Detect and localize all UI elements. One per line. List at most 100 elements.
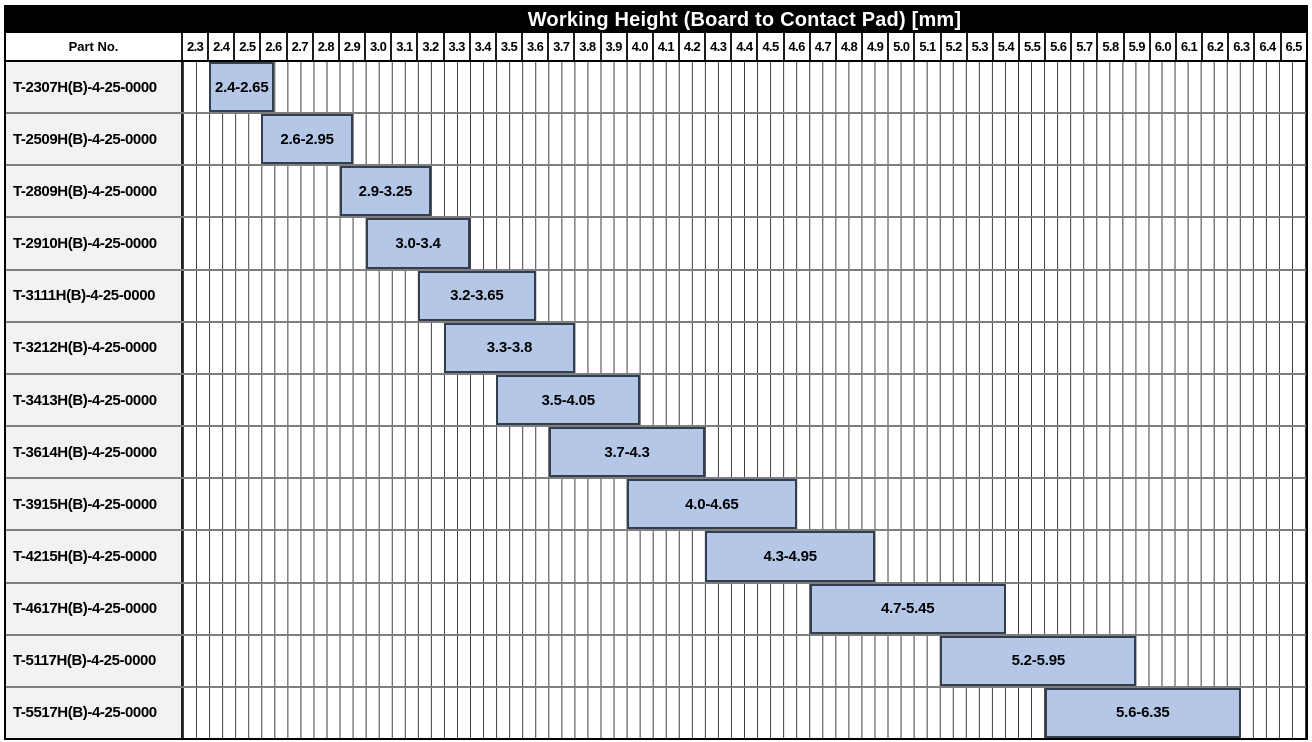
axis-tick-label: 5.3	[965, 33, 992, 60]
axis-tick-label: 6.2	[1201, 33, 1227, 60]
working-height-bar: 3.0-3.4	[365, 218, 471, 269]
table-row: T-3413H(B)-4-25-0000 3.5-4.05	[6, 372, 1306, 426]
part-number-label: T-3915H(B)-4-25-0000	[6, 479, 183, 530]
axis-tick-label: 3.2	[416, 33, 442, 60]
row-grid: 5.2-5.95	[183, 635, 1306, 686]
axis-tick-label: 2.3	[186, 39, 204, 54]
row-grid: 2.9-3.25	[183, 166, 1306, 217]
axis-tick-label: 4.9	[861, 33, 887, 60]
axis-tick-label: 2.4	[207, 33, 233, 60]
axis-ticks-row: 2.3 2.4 2.5 2.6 2.7 2.8 2.9 3.0 3.1 3.2 3.3 3.4 3.5 3…	[183, 33, 1306, 60]
bar-range-label: 2.9-3.25	[358, 182, 413, 200]
table-row: T-3212H(B)-4-25-0000 3.3-3.8	[6, 320, 1306, 373]
header-row: Part No. 2.3 2.4 2.5 2.6 2.7 2.8 2.9 3.0 3.1 3.2 3…	[6, 33, 1306, 62]
axis-tick-label: 3.1	[390, 33, 416, 60]
axis-tick-label: 5.8	[1096, 33, 1122, 60]
part-number-label: T-2509H(B)-4-25-0000	[6, 114, 183, 165]
part-number-label: T-2809H(B)-4-25-0000	[6, 166, 183, 217]
axis-tick-label: 6.1	[1174, 33, 1201, 60]
axis-tick-label: 2.9	[337, 33, 364, 60]
axis-tick-label: 2.5	[233, 33, 259, 60]
part-number-label: T-5517H(B)-4-25-0000	[6, 687, 183, 739]
axis-tick-label: 3.7	[547, 33, 573, 60]
row-grid: 4.0-4.65	[183, 479, 1306, 530]
working-height-bar: 3.7-4.3	[548, 427, 706, 478]
axis-tick-label: 4.3	[704, 33, 730, 60]
part-number-label: T-3111H(B)-4-25-0000	[6, 270, 183, 321]
working-height-bar: 2.6-2.95	[261, 114, 353, 165]
axis-tick-label: 3.8	[573, 33, 599, 60]
axis-tick-label: 5.5	[1018, 33, 1044, 60]
axis-tick-label: 4.7	[808, 33, 835, 60]
table-row: T-2910H(B)-4-25-0000 3.0-3.4	[6, 216, 1306, 269]
part-number-label: T-3212H(B)-4-25-0000	[6, 322, 183, 373]
part-number-label: T-3413H(B)-4-25-0000	[6, 374, 183, 426]
axis-tick-label: 3.9	[599, 33, 626, 60]
working-height-bar: 3.3-3.8	[444, 322, 575, 373]
axis-tick-label: 4.2	[677, 33, 704, 60]
bar-range-label: 4.3-4.95	[763, 547, 817, 565]
bar-range-label: 2.6-2.95	[280, 130, 334, 148]
axis-tick-label: 5.2	[939, 33, 966, 60]
chart-title: Working Height (Board to Contact Pad) [m…	[527, 8, 962, 31]
axis-tick-label: 5.6	[1044, 33, 1070, 60]
working-height-bar: 4.7-5.45	[809, 583, 1006, 634]
row-grid: 4.3-4.95	[183, 531, 1306, 582]
axis-tick-label: 2.7	[285, 33, 312, 60]
working-height-bar: 4.3-4.95	[705, 531, 876, 582]
axis-tick-label: 5.1	[913, 33, 939, 60]
working-height-bar: 3.5-4.05	[496, 374, 641, 426]
bar-range-label: 5.2-5.95	[1011, 652, 1066, 670]
part-number-label: T-5117H(B)-4-25-0000	[6, 635, 183, 686]
axis-tick-label: 3.6	[521, 33, 547, 60]
part-no-header: Part No.	[6, 33, 183, 60]
axis-tick-label: 4.5	[756, 33, 782, 60]
row-grid: 3.7-4.3	[183, 427, 1306, 478]
axis-tick-label: 3.5	[494, 33, 521, 60]
axis-tick-label: 4.0	[625, 33, 652, 60]
part-number-label: T-2910H(B)-4-25-0000	[6, 218, 183, 269]
row-grid: 3.5-4.05	[183, 374, 1306, 426]
axis-tick-label: 5.7	[1070, 33, 1096, 60]
axis-tick-label: 6.4	[1253, 33, 1279, 60]
axis-tick-label: 5.9	[1122, 33, 1149, 60]
working-height-bar: 2.9-3.25	[339, 166, 432, 217]
bar-range-label: 2.4-2.65	[215, 78, 269, 96]
row-grid: 2.6-2.95	[183, 114, 1306, 165]
table-row: T-3614H(B)-4-25-0000 3.7-4.3	[6, 425, 1306, 478]
bar-range-label: 3.2-3.65	[450, 287, 504, 305]
table-row: T-3111H(B)-4-25-0000 3.2-3.65	[6, 268, 1306, 321]
bar-range-label: 3.3-3.8	[486, 339, 533, 357]
axis-tick-label: 6.5	[1279, 33, 1306, 60]
working-height-bar: 4.0-4.65	[626, 479, 797, 530]
chart-title-bar: Working Height (Board to Contact Pad) [m…	[6, 7, 1306, 33]
bar-range-label: 4.0-4.65	[685, 495, 739, 513]
row-grid: 3.3-3.8	[183, 322, 1306, 373]
working-height-bar: 2.4-2.65	[209, 62, 275, 113]
axis-tick-label: 5.0	[887, 33, 913, 60]
axis-tick-label: 3.0	[364, 33, 390, 60]
table-row: T-2307H(B)-4-25-0000 2.4-2.65	[6, 62, 1306, 113]
working-height-table: Working Height (Board to Contact Pad) [m…	[4, 5, 1308, 740]
working-height-bar: 5.2-5.95	[940, 635, 1137, 686]
axis-tick-label: 2.6	[259, 33, 285, 60]
part-number-label: T-2307H(B)-4-25-0000	[6, 62, 183, 113]
axis-tick-label: 4.4	[730, 33, 756, 60]
row-grid: 3.2-3.65	[183, 270, 1306, 321]
table-row: T-4215H(B)-4-25-0000 4.3-4.95	[6, 529, 1306, 582]
title-spacer	[6, 7, 183, 33]
axis-tick-label: 6.3	[1227, 33, 1253, 60]
working-height-bar: 5.6-6.35	[1044, 687, 1241, 739]
table-row: T-2809H(B)-4-25-0000 2.9-3.25	[6, 164, 1306, 217]
bar-range-label: 3.5-4.05	[541, 391, 595, 409]
table-row: T-3915H(B)-4-25-0000 4.0-4.65	[6, 477, 1306, 530]
axis-tick-label: 6.0	[1148, 33, 1175, 60]
bar-range-label: 5.6-6.35	[1116, 704, 1170, 722]
table-row: T-2509H(B)-4-25-0000 2.6-2.95	[6, 112, 1306, 165]
row-grid: 3.0-3.4	[183, 218, 1306, 269]
row-grid: 5.6-6.35	[183, 687, 1306, 739]
axis-tick-label: 2.8	[311, 33, 338, 60]
table-body: T-2307H(B)-4-25-0000 2.4-2.65 T-2509H(B)…	[6, 62, 1306, 739]
axis-tick-label: 3.4	[468, 33, 495, 60]
working-height-bar: 3.2-3.65	[418, 270, 536, 321]
